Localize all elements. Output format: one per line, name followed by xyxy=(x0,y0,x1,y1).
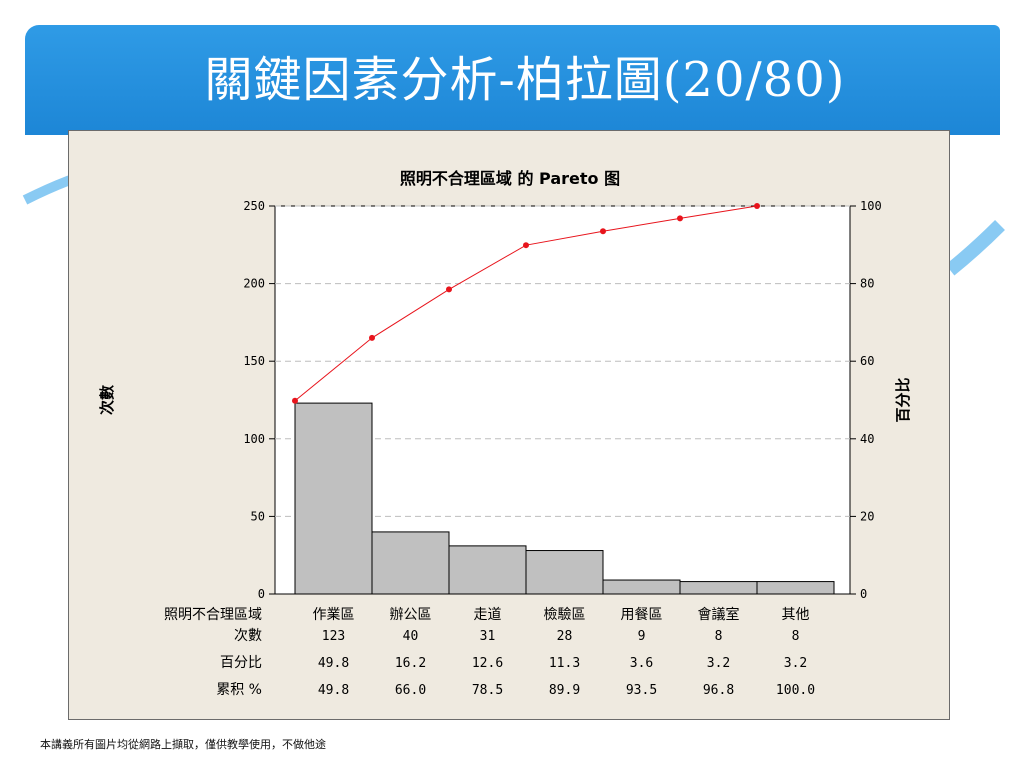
cumulative-point xyxy=(754,203,760,209)
percent-value: 12.6 xyxy=(472,656,503,671)
cumulative-point xyxy=(600,228,606,235)
cumulative-value: 89.9 xyxy=(549,683,580,698)
y-axis-label: 次數 xyxy=(98,385,116,415)
title-banner xyxy=(25,25,1000,135)
y-tick-label: 200 xyxy=(243,277,265,291)
y-tick-label: 50 xyxy=(251,509,265,523)
y2-tick-label: 20 xyxy=(860,509,874,523)
cumulative-value: 66.0 xyxy=(395,683,426,698)
cumulative-point xyxy=(369,334,375,341)
bar xyxy=(602,579,681,595)
y-tick-label: 250 xyxy=(243,199,265,213)
percent-value: 3.2 xyxy=(707,656,730,671)
category-label: 辦公區 xyxy=(390,607,432,623)
bar xyxy=(756,581,835,595)
table-row-label: 照明不合理區域 xyxy=(164,607,262,623)
count-value: 9 xyxy=(638,629,646,644)
count-value: 28 xyxy=(557,629,573,644)
slide-title: 關鍵因素分析-柏拉圖(20/80) xyxy=(204,52,846,108)
count-value: 31 xyxy=(480,629,496,644)
percent-value: 16.2 xyxy=(395,656,426,671)
count-value: 8 xyxy=(792,629,800,644)
cumulative-value: 100.0 xyxy=(776,683,815,698)
category-label: 檢驗區 xyxy=(544,606,586,623)
percent-value: 11.3 xyxy=(549,656,580,671)
y-tick-label: 100 xyxy=(243,432,265,446)
bar xyxy=(679,581,758,595)
cumulative-point xyxy=(677,215,683,222)
count-value: 40 xyxy=(403,629,419,644)
bar xyxy=(525,550,604,595)
category-label: 會議室 xyxy=(698,606,740,623)
chart-title: 照明不合理區域 的 Pareto 图 xyxy=(400,169,620,188)
cumulative-point xyxy=(523,242,529,249)
category-label: 作業區 xyxy=(313,607,355,623)
bar xyxy=(371,531,450,595)
cumulative-value: 78.5 xyxy=(472,683,503,698)
percent-value: 49.8 xyxy=(318,656,349,671)
percent-value: 3.6 xyxy=(630,656,653,671)
footer-note: 本講義所有圖片均從網路上擷取，僅供教學使用，不做他途 xyxy=(40,738,326,751)
cumulative-value: 49.8 xyxy=(318,683,349,698)
y2-tick-label: 80 xyxy=(860,277,874,291)
table-row-label: 百分比 xyxy=(220,655,262,671)
y2-tick-label: 0 xyxy=(860,587,867,601)
cumulative-value: 96.8 xyxy=(703,683,734,698)
percent-value: 3.2 xyxy=(784,656,807,671)
y-tick-label: 150 xyxy=(243,354,265,368)
y2-tick-label: 40 xyxy=(860,432,874,446)
cumulative-point xyxy=(446,286,452,293)
cumulative-point xyxy=(292,397,298,404)
category-label: 其他 xyxy=(782,607,810,623)
bar xyxy=(294,402,373,595)
table-row-label: 次數 xyxy=(234,628,262,644)
y2-tick-label: 60 xyxy=(860,354,874,368)
cumulative-value: 93.5 xyxy=(626,683,657,698)
y2-axis-label: 百分比 xyxy=(894,377,912,422)
category-label: 用餐區 xyxy=(621,607,663,623)
category-label: 走道 xyxy=(474,607,502,623)
table-row-label: 累积 % xyxy=(216,682,262,698)
count-value: 123 xyxy=(322,629,345,644)
y-tick-label: 0 xyxy=(258,587,265,601)
y2-tick-label: 100 xyxy=(860,199,882,213)
bar xyxy=(448,545,527,595)
count-value: 8 xyxy=(715,629,723,644)
